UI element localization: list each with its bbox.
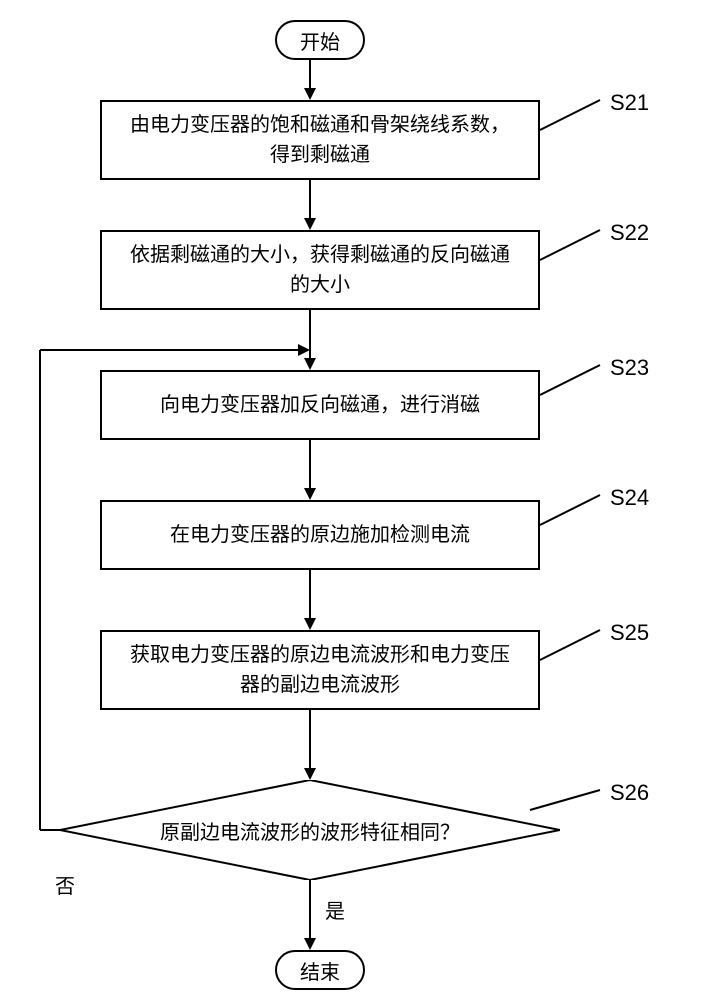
process-p1-label: 由电力变压器的饱和磁通和骨架绕线系数， 得到剩磁通 [130,110,510,170]
process-p5: 获取电力变压器的原边电流波形和电力变压 器的副边电流波形 [100,630,540,710]
process-p3: 向电力变压器加反向磁通，进行消磁 [100,370,540,440]
step-label-S22: S22 [610,220,649,246]
step-label-S21: S21 [610,90,649,116]
start-label: 开始 [300,26,340,55]
step-label-S25: S25 [610,620,649,646]
process-p4: 在电力变压器的原边施加检测电流 [100,500,540,570]
flowchart-canvas: 开始结束 由电力变压器的饱和磁通和骨架绕线系数， 得到剩磁通 S21 依据剩磁通的大小… [0,0,707,1000]
process-p2: 依据剩磁通的大小，获得剩磁通的反向磁通 的大小 [100,230,540,310]
process-p1: 由电力变压器的饱和磁通和骨架绕线系数， 得到剩磁通 [100,100,540,180]
step-label-S24: S24 [610,485,649,511]
process-p3-label: 向电力变压器加反向磁通，进行消磁 [160,390,480,420]
decision-d1-label: 原副边电流波形的波形特征相同？ [160,816,460,845]
step-label-S26: S26 [610,780,649,806]
process-p2-label: 依据剩磁通的大小，获得剩磁通的反向磁通 的大小 [130,240,510,300]
process-p5-label: 获取电力变压器的原边电流波形和电力变压 器的副边电流波形 [130,640,510,700]
decision-d1-label-wrap: 原副边电流波形的波形特征相同？ [60,780,560,880]
step-label-S23: S23 [610,355,649,381]
branch-yes-label: 是 [325,895,345,924]
process-p4-label: 在电力变压器的原边施加检测电流 [170,520,470,550]
branch-no-label: 否 [55,870,75,899]
end-label: 结束 [300,956,340,985]
end-terminator: 结束 [275,950,365,990]
decision-d1: 原副边电流波形的波形特征相同？ [60,780,560,880]
start-terminator: 开始 [275,20,365,60]
